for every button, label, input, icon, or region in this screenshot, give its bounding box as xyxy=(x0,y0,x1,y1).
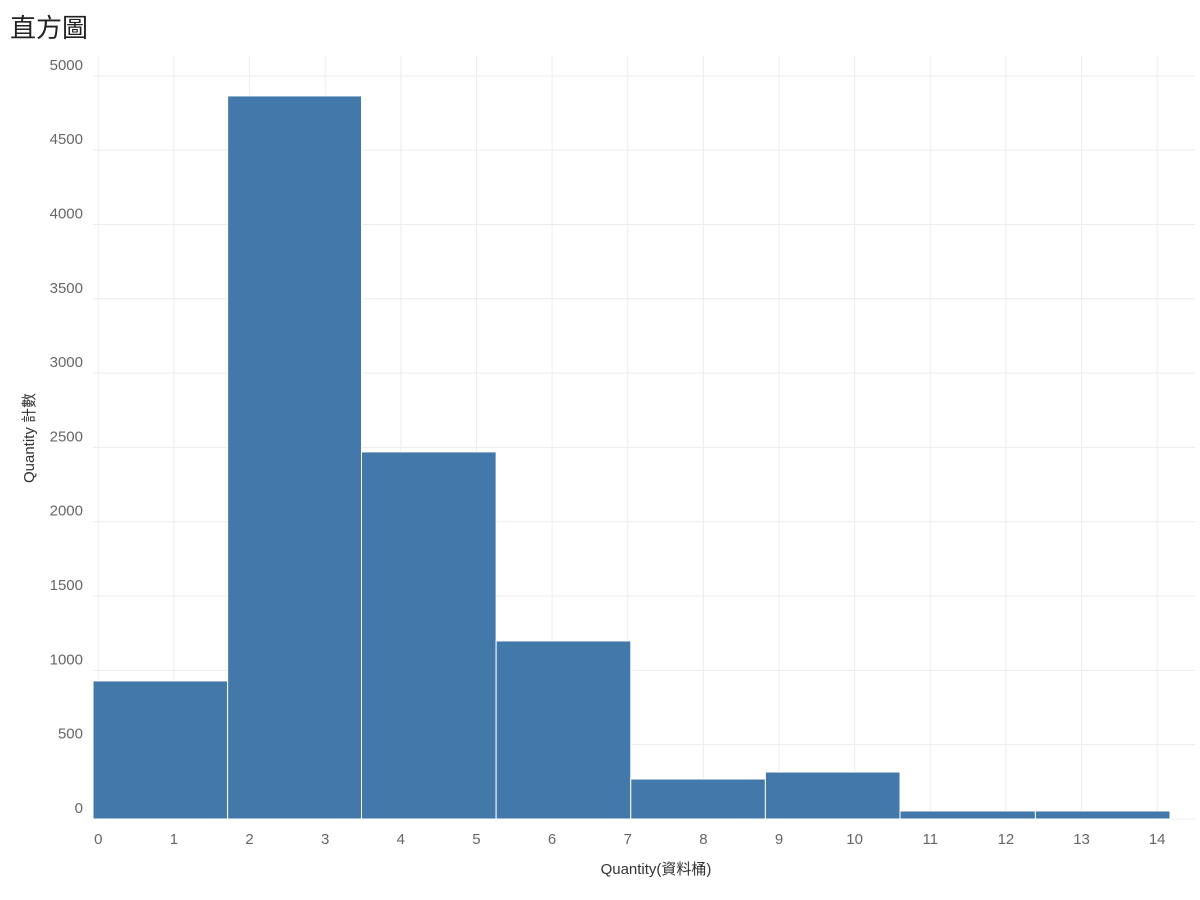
y-tick-label: 2000 xyxy=(50,503,83,520)
x-tick-label: 5 xyxy=(472,831,480,848)
y-tick-label: 1000 xyxy=(50,651,83,668)
x-tick-label: 13 xyxy=(1073,831,1090,848)
y-tick-label: 5000 xyxy=(50,57,83,74)
x-tick-label: 1 xyxy=(170,831,178,848)
x-tick-label: 7 xyxy=(624,831,632,848)
x-tick-label: 6 xyxy=(548,831,556,848)
y-tick-label: 3000 xyxy=(50,354,83,371)
y-tick-label: 500 xyxy=(58,726,83,743)
y-axis-title: Quantity 計數 xyxy=(21,393,38,483)
x-axis-title: Quantity(資料桶) xyxy=(601,861,712,878)
chart-title: 直方圖 xyxy=(10,13,88,43)
y-tick-label: 3500 xyxy=(50,280,83,297)
x-tick-label: 9 xyxy=(775,831,783,848)
x-tick-label: 3 xyxy=(321,831,329,848)
y-tick-label: 4500 xyxy=(50,131,83,148)
bar xyxy=(227,95,363,820)
x-tick-label: 11 xyxy=(922,831,938,848)
y-tick-label: 1500 xyxy=(50,577,83,594)
bar xyxy=(495,640,632,820)
x-tick-label: 12 xyxy=(998,831,1015,848)
bar xyxy=(361,451,497,820)
x-tick-label: 0 xyxy=(94,831,102,848)
x-tick-label: 2 xyxy=(245,831,253,848)
y-tick-label: 4000 xyxy=(50,205,83,222)
y-tick-label: 0 xyxy=(75,800,83,817)
bar xyxy=(764,771,901,820)
bar xyxy=(899,810,1036,820)
x-tick-label: 14 xyxy=(1149,831,1166,848)
bar xyxy=(92,680,229,820)
x-tick-label: 10 xyxy=(846,831,863,848)
bar xyxy=(1034,810,1171,820)
x-tick-label: 4 xyxy=(397,831,405,848)
bar xyxy=(630,778,766,820)
y-tick-label: 2500 xyxy=(50,428,83,445)
x-tick-label: 8 xyxy=(699,831,707,848)
